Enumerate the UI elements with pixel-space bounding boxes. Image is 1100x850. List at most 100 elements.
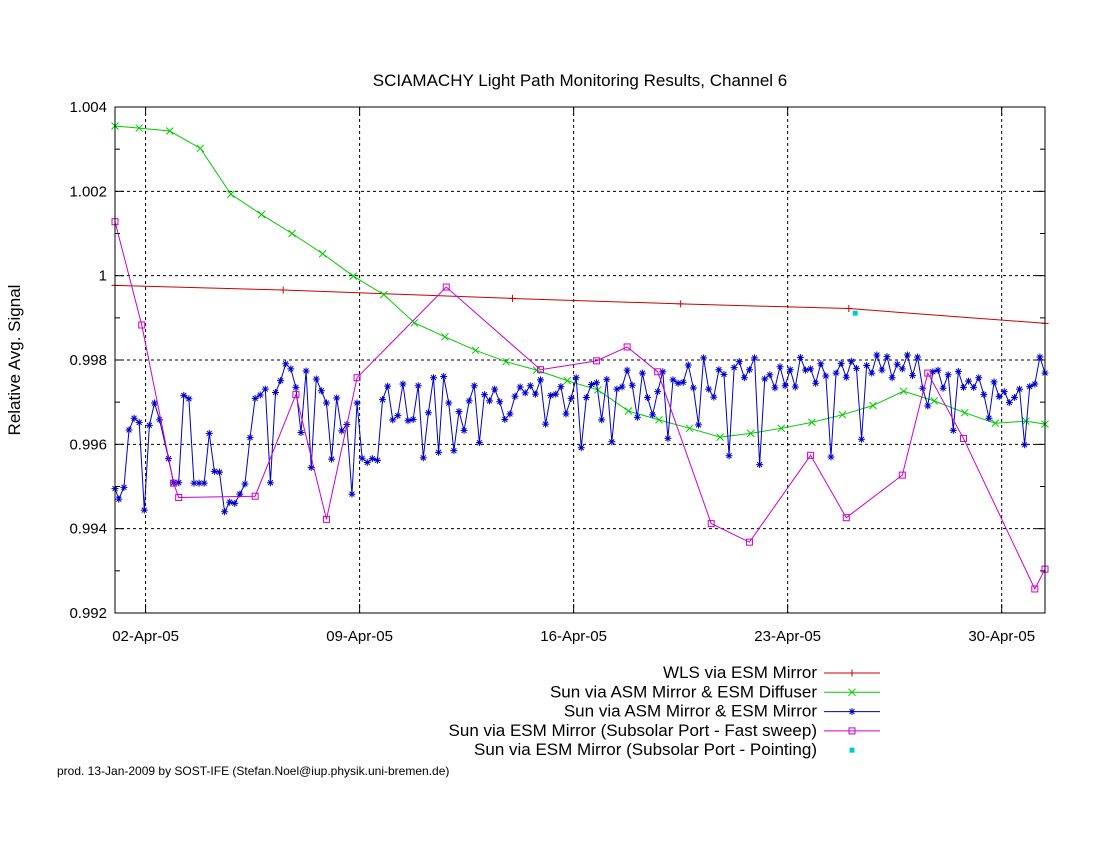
data-point: [502, 357, 510, 366]
data-point: [353, 399, 361, 407]
data-point: [1005, 399, 1013, 407]
data-point: [455, 407, 463, 415]
point-marker: [358, 454, 366, 462]
point-marker: [1031, 380, 1039, 388]
point-marker: [694, 421, 702, 429]
data-point: [120, 483, 128, 491]
data-point: [654, 388, 662, 396]
point-marker: [965, 377, 973, 385]
data-point: [1022, 417, 1030, 425]
data-point: [685, 424, 694, 433]
point-marker: [745, 538, 753, 546]
data-point: [618, 383, 626, 391]
point-marker: [257, 210, 266, 219]
data-point: [924, 402, 932, 410]
point-marker: [674, 379, 682, 387]
data-point: [195, 479, 203, 487]
point-marker: [1016, 385, 1024, 393]
data-point: [669, 376, 677, 384]
point-marker: [135, 124, 144, 132]
y-tick-label: 0.996: [69, 436, 107, 453]
data-point: [440, 372, 448, 380]
series-line: [114, 353, 1046, 514]
point-marker: [175, 479, 183, 487]
data-point: [312, 375, 320, 383]
data-point: [694, 421, 702, 429]
point-marker: [842, 373, 850, 381]
point-marker: [638, 369, 646, 377]
data-point: [399, 380, 407, 388]
data-point: [441, 332, 449, 341]
data-point: [776, 363, 784, 371]
data-point: [735, 358, 743, 366]
point-marker: [852, 364, 860, 372]
data-point: [537, 376, 545, 384]
data-point: [196, 144, 205, 153]
point-marker: [567, 394, 575, 402]
data-point: [257, 210, 266, 219]
data-point: [980, 391, 988, 399]
point-marker: [288, 229, 296, 238]
point-marker: [312, 375, 320, 383]
point-marker: [985, 414, 993, 422]
data-point: [165, 127, 174, 135]
point-marker: [848, 669, 856, 677]
point-marker: [593, 379, 601, 387]
point-marker: [761, 375, 769, 383]
point-marker: [959, 434, 967, 442]
data-point: [715, 366, 723, 374]
point-marker: [135, 418, 143, 426]
point-marker: [537, 376, 545, 384]
point-marker: [929, 368, 937, 376]
point-marker: [725, 452, 733, 460]
data-point: [812, 379, 820, 387]
point-marker: [521, 389, 529, 397]
data-point: [358, 454, 366, 462]
data-point: [1021, 441, 1029, 449]
point-marker: [125, 426, 133, 434]
data-point: [251, 394, 259, 402]
data-point: [847, 357, 855, 365]
data-point: [145, 421, 153, 429]
data-point: [1026, 383, 1034, 391]
point-marker: [470, 382, 478, 390]
point-marker: [883, 353, 891, 361]
point-marker: [716, 433, 724, 442]
data-point: [338, 427, 346, 435]
data-point: [302, 367, 310, 375]
point-marker: [654, 388, 662, 396]
data-point: [266, 479, 274, 487]
point-marker: [771, 384, 779, 392]
point-marker: [930, 397, 939, 405]
point-marker: [991, 419, 1000, 428]
data-point: [410, 319, 419, 327]
point-marker: [328, 455, 336, 463]
data-point: [837, 359, 845, 367]
point-marker: [710, 393, 718, 401]
data-point: [684, 361, 692, 369]
point-marker: [156, 416, 164, 424]
point-marker: [537, 366, 545, 374]
data-point: [716, 433, 724, 442]
series-1: [111, 281, 1049, 327]
data-point: [1036, 353, 1044, 361]
data-point: [827, 453, 835, 461]
data-point: [593, 357, 601, 365]
point-marker: [318, 249, 327, 258]
point-marker: [924, 402, 932, 410]
data-point: [638, 369, 646, 377]
legend-label: Sun via ASM Mirror & ESM Diffuser: [550, 682, 817, 701]
point-marker: [526, 382, 534, 390]
point-marker: [593, 357, 601, 365]
point-marker: [130, 414, 138, 422]
point-marker: [215, 468, 223, 476]
data-point: [929, 368, 937, 376]
point-marker: [1000, 388, 1008, 396]
point-marker: [847, 357, 855, 365]
data-point: [801, 366, 809, 374]
data-point: [563, 376, 572, 385]
point-marker: [1005, 399, 1013, 407]
point-marker: [623, 343, 631, 351]
point-marker: [180, 391, 188, 399]
point-marker: [414, 382, 422, 390]
